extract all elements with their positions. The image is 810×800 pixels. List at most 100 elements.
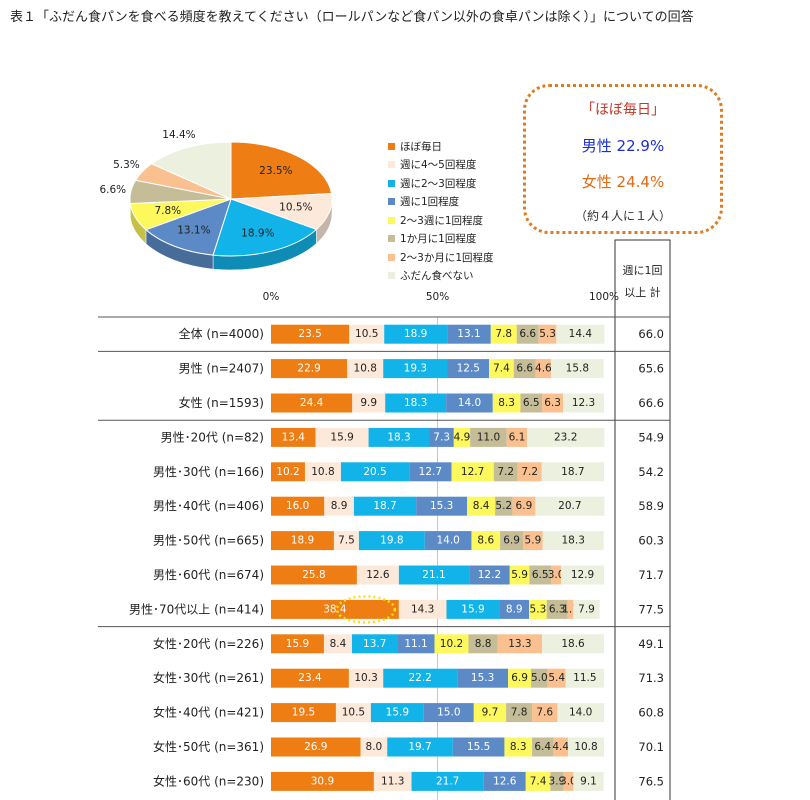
bar-segment-3-2 bbox=[368, 427, 430, 447]
bar-value-label-11-2: 15.9 bbox=[386, 707, 409, 719]
callout-note: （約４人に１人） bbox=[574, 209, 671, 223]
bar-value-label-6-5: 6.9 bbox=[503, 535, 520, 547]
bar-value-label-2-6: 6.3 bbox=[544, 397, 561, 409]
bar-segment-13-5 bbox=[550, 771, 564, 791]
bar-value-label-0-2: 18.9 bbox=[404, 328, 427, 340]
pie-value-label-7: 14.4% bbox=[162, 129, 195, 141]
bar-value-label-2-2: 18.3 bbox=[404, 397, 427, 409]
total-value-5: 58.9 bbox=[638, 499, 664, 513]
bar-segment-5-7 bbox=[535, 496, 605, 516]
legend-label: 2～3か月に1回程度 bbox=[400, 251, 494, 264]
highlight-ring-8 bbox=[335, 595, 397, 624]
pie-slice-7 bbox=[150, 141, 232, 200]
bar-value-label-12-5: 6.4 bbox=[534, 741, 551, 753]
bar-segment-3-1 bbox=[315, 427, 369, 447]
bar-value-label-3-7: 23.2 bbox=[554, 431, 577, 443]
bar-segment-12-1 bbox=[360, 737, 388, 757]
bar-value-label-5-7: 20.7 bbox=[558, 500, 581, 512]
bar-value-label-8-0: 38.4 bbox=[323, 603, 347, 615]
bar-value-label-4-3: 12.7 bbox=[419, 466, 442, 478]
bar-segment-8-0 bbox=[271, 599, 399, 619]
bar-value-label-7-2: 21.1 bbox=[422, 569, 445, 581]
row-label-8: 男性･70代以上 (n=414) bbox=[129, 602, 264, 616]
bar-value-label-5-5: 5.2 bbox=[495, 500, 512, 512]
row-label-0: 全体 (n=4000) bbox=[179, 326, 264, 341]
bar-value-label-7-7: 12.9 bbox=[571, 569, 594, 581]
bar-value-label-10-1: 10.3 bbox=[354, 672, 377, 684]
bar-value-label-12-2: 19.7 bbox=[408, 741, 431, 753]
bar-value-label-6-2: 19.8 bbox=[380, 535, 403, 547]
bar-segment-10-5 bbox=[531, 668, 548, 688]
bar-segment-2-4 bbox=[492, 393, 521, 413]
bar-segment-6-1 bbox=[333, 531, 359, 551]
bar-segment-6-7 bbox=[542, 531, 604, 551]
bar-segment-11-3 bbox=[423, 703, 474, 723]
bar-segment-5-0 bbox=[271, 496, 325, 516]
total-value-12: 70.1 bbox=[638, 740, 664, 754]
row-label-11: 女性･40代 (n=421) bbox=[153, 705, 264, 720]
row-label-6: 男性･50代 (n=665) bbox=[153, 534, 264, 548]
bar-value-label-11-0: 19.5 bbox=[292, 707, 315, 719]
bar-value-label-3-4: 4.9 bbox=[454, 431, 471, 443]
bar-value-label-9-3: 11.1 bbox=[404, 638, 427, 650]
callout-male: 男性 22.9% bbox=[581, 137, 665, 155]
legend-item-7: ふだん食べない bbox=[388, 267, 494, 286]
bar-value-label-10-5: 5.0 bbox=[531, 672, 548, 684]
bar-value-label-0-0: 23.5 bbox=[298, 328, 321, 340]
bar-value-label-6-4: 8.6 bbox=[477, 535, 494, 547]
bar-segment-5-6 bbox=[512, 496, 536, 516]
pie-legend: ほぼ毎日 週に4～5回程度 週に2～3回程度 週に1回程度 2～3週に1回程度 1か月に1… bbox=[388, 137, 494, 285]
bar-segment-12-3 bbox=[452, 737, 505, 757]
bar-segment-6-5 bbox=[500, 531, 524, 551]
bar-segment-5-2 bbox=[353, 496, 417, 516]
bar-segment-2-1 bbox=[352, 393, 386, 413]
bar-value-label-0-4: 7.8 bbox=[495, 328, 512, 340]
pie-value-label-6: 5.3% bbox=[113, 159, 140, 171]
bar-value-label-10-2: 22.2 bbox=[408, 672, 431, 684]
bar-value-label-12-3: 15.5 bbox=[467, 741, 490, 753]
bar-value-label-2-7: 12.3 bbox=[572, 397, 595, 409]
bar-segment-7-6 bbox=[551, 565, 562, 585]
bar-segment-13-6 bbox=[563, 771, 574, 791]
bar-value-label-4-0: 10.2 bbox=[276, 466, 299, 478]
pie-slice-2 bbox=[212, 198, 318, 257]
bar-value-label-9-1: 8.4 bbox=[330, 638, 347, 650]
bar-segment-10-7 bbox=[565, 668, 604, 688]
row-label-2: 女性 (n=1593) bbox=[179, 395, 264, 410]
bar-segment-4-1 bbox=[304, 462, 341, 482]
bar-segment-0-1 bbox=[349, 324, 385, 344]
bar-segment-0-6 bbox=[538, 324, 557, 344]
bar-segment-9-6 bbox=[497, 634, 543, 654]
daily-callout: 「ほぼ毎日」 男性 22.9% 女性 24.4% （約４人に１人） bbox=[523, 84, 723, 234]
legend-item-0: ほぼ毎日 bbox=[388, 137, 494, 156]
bar-value-label-3-2: 18.3 bbox=[387, 431, 410, 443]
bar-segment-2-7 bbox=[563, 393, 604, 413]
bar-segment-13-0 bbox=[271, 771, 374, 791]
bar-segment-2-2 bbox=[385, 393, 447, 413]
bar-value-label-13-2: 21.7 bbox=[436, 775, 459, 787]
bar-segment-7-2 bbox=[398, 565, 470, 585]
bar-value-label-1-1: 10.8 bbox=[354, 363, 377, 375]
legend-label: 2～3週に1回程度 bbox=[400, 214, 484, 227]
bar-value-label-11-4: 9.7 bbox=[482, 707, 499, 719]
bar-value-label-3-0: 13.4 bbox=[282, 431, 306, 443]
bar-value-label-2-0: 24.4 bbox=[300, 397, 324, 409]
total-value-10: 71.3 bbox=[638, 671, 664, 685]
bar-segment-11-2 bbox=[370, 703, 424, 723]
bar-segment-0-3 bbox=[447, 324, 491, 344]
x-tick-label-1: 50% bbox=[426, 291, 449, 303]
legend-label: ふだん食べない bbox=[400, 270, 474, 283]
bar-value-label-1-0: 22.9 bbox=[297, 363, 320, 375]
bar-value-label-1-3: 12.5 bbox=[457, 363, 480, 375]
bar-value-label-10-0: 23.4 bbox=[298, 672, 322, 684]
bar-segment-0-5 bbox=[516, 324, 539, 344]
bar-segment-3-0 bbox=[271, 427, 316, 447]
bar-segment-10-4 bbox=[508, 668, 532, 688]
bar-segment-2-5 bbox=[520, 393, 543, 413]
pie-slice-0 bbox=[230, 141, 333, 200]
bar-segment-12-7 bbox=[568, 737, 604, 757]
bar-segment-6-4 bbox=[471, 531, 501, 551]
bar-value-label-0-3: 13.1 bbox=[457, 328, 480, 340]
total-column-header: 週に1回 以上 計 bbox=[615, 240, 670, 315]
bar-value-label-4-7: 18.7 bbox=[561, 466, 584, 478]
